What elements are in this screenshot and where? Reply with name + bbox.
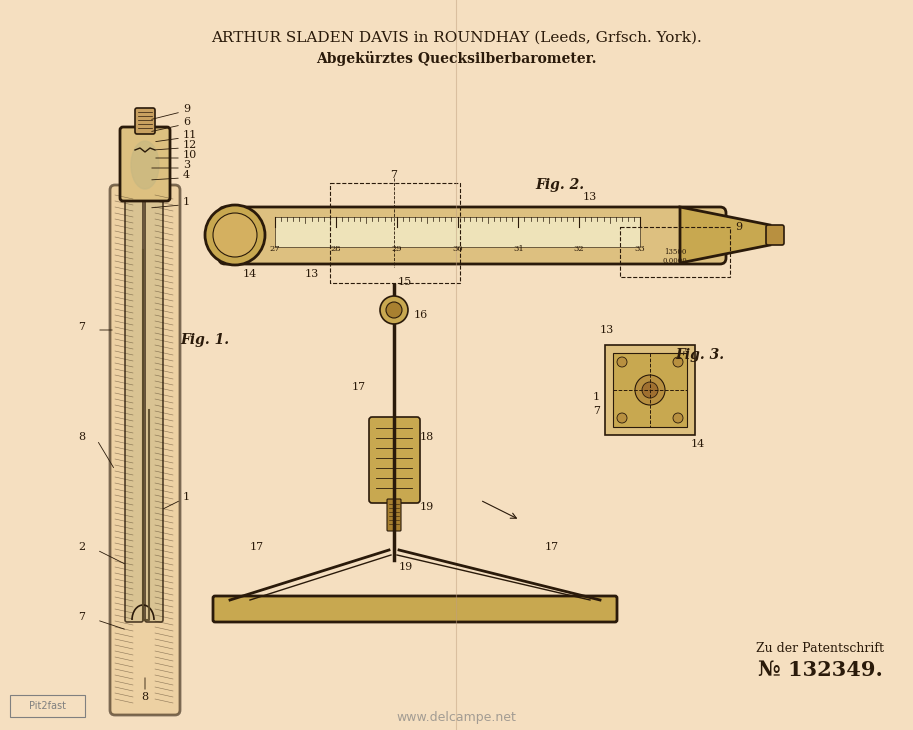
Text: www.delcampe.net: www.delcampe.net	[396, 712, 516, 724]
Text: 13: 13	[305, 269, 320, 279]
FancyBboxPatch shape	[213, 596, 617, 622]
Text: 29: 29	[392, 245, 402, 253]
Circle shape	[617, 357, 627, 367]
Text: 14: 14	[243, 269, 257, 279]
Text: 30: 30	[452, 245, 463, 253]
Text: 13: 13	[600, 325, 614, 335]
Text: 1: 1	[183, 492, 190, 502]
Text: 27: 27	[269, 245, 280, 253]
Bar	[275, 217, 640, 247]
Circle shape	[386, 302, 402, 318]
FancyBboxPatch shape	[125, 198, 143, 622]
Circle shape	[642, 382, 658, 398]
Bar	[613, 353, 687, 427]
Bar	[10, 695, 85, 717]
FancyBboxPatch shape	[766, 225, 784, 245]
Text: ARTHUR SLADEN DAVIS in ROUNDHAY (Leeds, Grfsch. York).: ARTHUR SLADEN DAVIS in ROUNDHAY (Leeds, …	[211, 31, 701, 45]
Text: 1: 1	[593, 392, 600, 402]
Text: Fig. 3.: Fig. 3.	[676, 348, 725, 362]
Text: 33: 33	[635, 245, 645, 253]
FancyBboxPatch shape	[219, 207, 726, 264]
FancyBboxPatch shape	[145, 198, 163, 622]
FancyBboxPatch shape	[369, 417, 420, 503]
Text: 8: 8	[142, 692, 149, 702]
Text: № 132349.: № 132349.	[758, 660, 883, 680]
Text: 4: 4	[183, 170, 190, 180]
Text: 13500
0.0000: 13500 0.0000	[663, 247, 687, 265]
Circle shape	[673, 413, 683, 423]
Text: 12: 12	[183, 140, 197, 150]
FancyBboxPatch shape	[120, 127, 170, 201]
Text: 19: 19	[420, 502, 435, 512]
Bar	[330, 183, 460, 283]
Circle shape	[673, 357, 683, 367]
Text: 1: 1	[183, 197, 190, 207]
Text: 14: 14	[691, 439, 705, 449]
Text: 11: 11	[183, 130, 197, 140]
Circle shape	[635, 375, 665, 405]
Circle shape	[617, 413, 627, 423]
Text: 31: 31	[513, 245, 524, 253]
Text: 9: 9	[183, 104, 190, 114]
Text: 32: 32	[574, 245, 584, 253]
Bar	[620, 227, 730, 277]
Text: 9: 9	[735, 222, 742, 232]
Text: 17: 17	[352, 382, 366, 392]
Text: Zu der Patentschrift: Zu der Patentschrift	[756, 642, 884, 655]
Text: 16: 16	[414, 310, 428, 320]
FancyBboxPatch shape	[135, 108, 155, 134]
Text: Fig. 2.: Fig. 2.	[535, 178, 584, 192]
Text: 13: 13	[582, 192, 597, 202]
Text: 7: 7	[78, 322, 85, 332]
Text: 17: 17	[250, 542, 264, 552]
Text: 28: 28	[331, 245, 341, 253]
Text: 3: 3	[183, 160, 190, 170]
Text: 18: 18	[420, 432, 435, 442]
Text: 7: 7	[78, 612, 85, 622]
Text: Fig. 1.: Fig. 1.	[180, 333, 229, 347]
Text: 8: 8	[78, 432, 85, 442]
Text: 2: 2	[78, 542, 85, 552]
Text: 10: 10	[183, 150, 197, 160]
Circle shape	[213, 213, 257, 257]
Bar	[605, 345, 695, 435]
Text: 15: 15	[398, 277, 413, 287]
Text: 17: 17	[545, 542, 559, 552]
Polygon shape	[680, 207, 770, 263]
Ellipse shape	[131, 141, 159, 189]
Circle shape	[380, 296, 408, 324]
Text: 6: 6	[183, 117, 190, 127]
Circle shape	[205, 205, 265, 265]
Text: 19: 19	[399, 562, 414, 572]
FancyBboxPatch shape	[110, 185, 180, 715]
Text: Abgekürztes Quecksilberbarometer.: Abgekürztes Quecksilberbarometer.	[316, 50, 596, 66]
Text: 7: 7	[391, 170, 397, 180]
FancyBboxPatch shape	[387, 499, 401, 531]
Text: 7: 7	[593, 406, 600, 416]
Text: Pit2fast: Pit2fast	[28, 701, 66, 711]
